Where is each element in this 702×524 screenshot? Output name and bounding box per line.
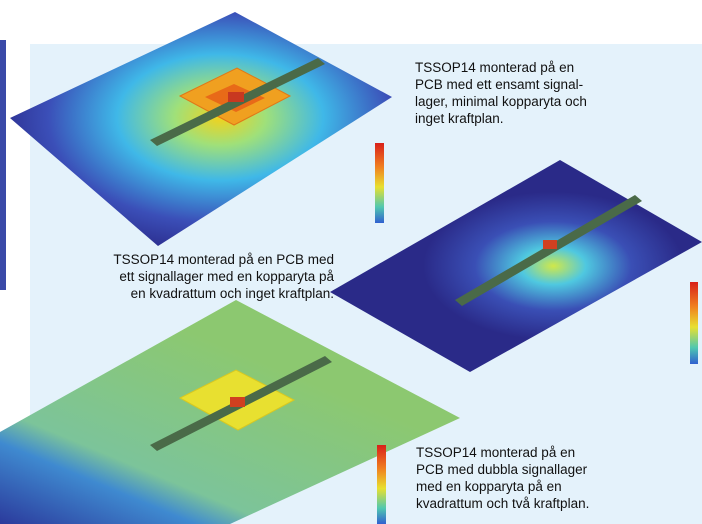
colorbar bbox=[690, 282, 698, 364]
figure: TSSOP14 monterad på en PCB med ett ensam… bbox=[0, 0, 702, 524]
caption-line: PCB med dubbla signallager bbox=[416, 462, 588, 477]
caption-line: PCB med ett ensamt signal- bbox=[415, 77, 583, 92]
caption-line: TSSOP14 monterad på en PCB med bbox=[113, 252, 334, 267]
caption-line: TSSOP14 monterad på en bbox=[415, 60, 574, 75]
edge-strip bbox=[0, 40, 6, 290]
chip bbox=[228, 92, 244, 102]
caption-line: lager, minimal kopparyta och bbox=[415, 94, 587, 109]
colorbar bbox=[375, 143, 384, 223]
caption: TSSOP14 monterad på en PCB med ett signa… bbox=[113, 252, 334, 301]
caption-line: inget kraftplan. bbox=[415, 111, 504, 126]
caption-line: med en kopparyta på en bbox=[416, 479, 562, 494]
caption-line: TSSOP14 monterad på en bbox=[416, 445, 575, 460]
caption-line: en kvadrattum och inget kraftplan. bbox=[131, 286, 334, 301]
chip bbox=[543, 240, 557, 249]
chip bbox=[230, 397, 245, 407]
caption-line: ett signallager med en kopparyta på bbox=[119, 269, 334, 284]
caption-line: kvadrattum och två kraftplan. bbox=[416, 496, 589, 511]
colorbar bbox=[377, 445, 386, 524]
